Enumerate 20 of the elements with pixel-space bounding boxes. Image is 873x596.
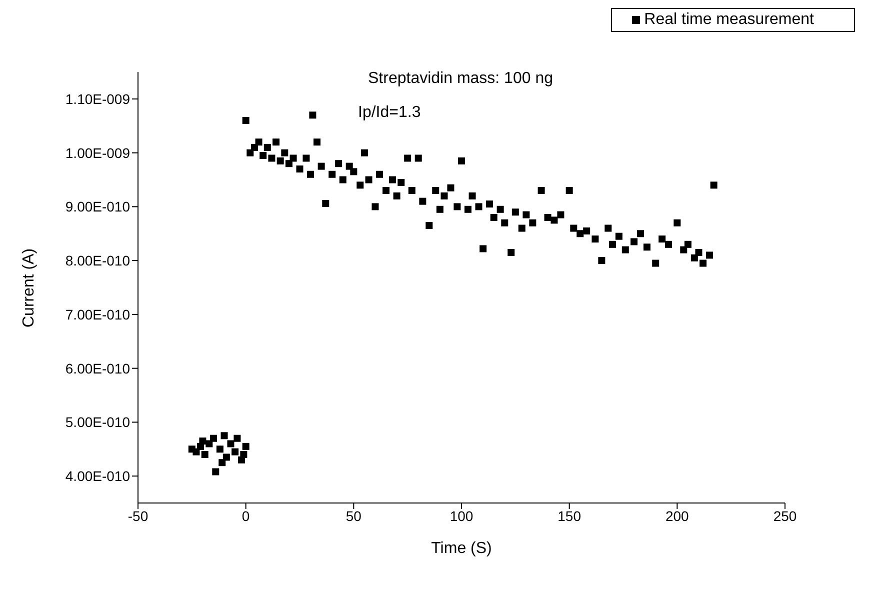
y-tick-label: 9.00E-010 [65, 198, 130, 215]
x-tick-label: 100 [450, 508, 474, 524]
x-tick-label: 150 [558, 508, 582, 524]
x-tick-label: 50 [346, 508, 362, 524]
legend-label: Real time measurement [644, 11, 814, 28]
annotation: Streptavidin mass: 100 ng [368, 70, 553, 88]
x-tick-label: -50 [128, 508, 148, 524]
y-tick-label: 8.00E-010 [65, 252, 130, 269]
y-axis-title: Current (A) [20, 248, 38, 328]
y-tick-label: 5.00E-010 [65, 414, 130, 430]
x-tick-label: 250 [773, 508, 797, 524]
y-tick-label: 6.00E-010 [65, 360, 130, 376]
y-tick-label: 7.00E-010 [65, 306, 130, 322]
annotation: Ip/Id=1.3 [358, 104, 421, 122]
x-tick-label: 200 [665, 508, 690, 524]
y-tick-label: 1.00E-009 [65, 144, 130, 161]
x-tick-label: 0 [242, 508, 250, 524]
x-axis-title: Time (S) [431, 540, 492, 557]
y-tick-label: 4.00E-010 [65, 468, 130, 484]
y-tick-label: 1.10E-009 [65, 90, 130, 107]
